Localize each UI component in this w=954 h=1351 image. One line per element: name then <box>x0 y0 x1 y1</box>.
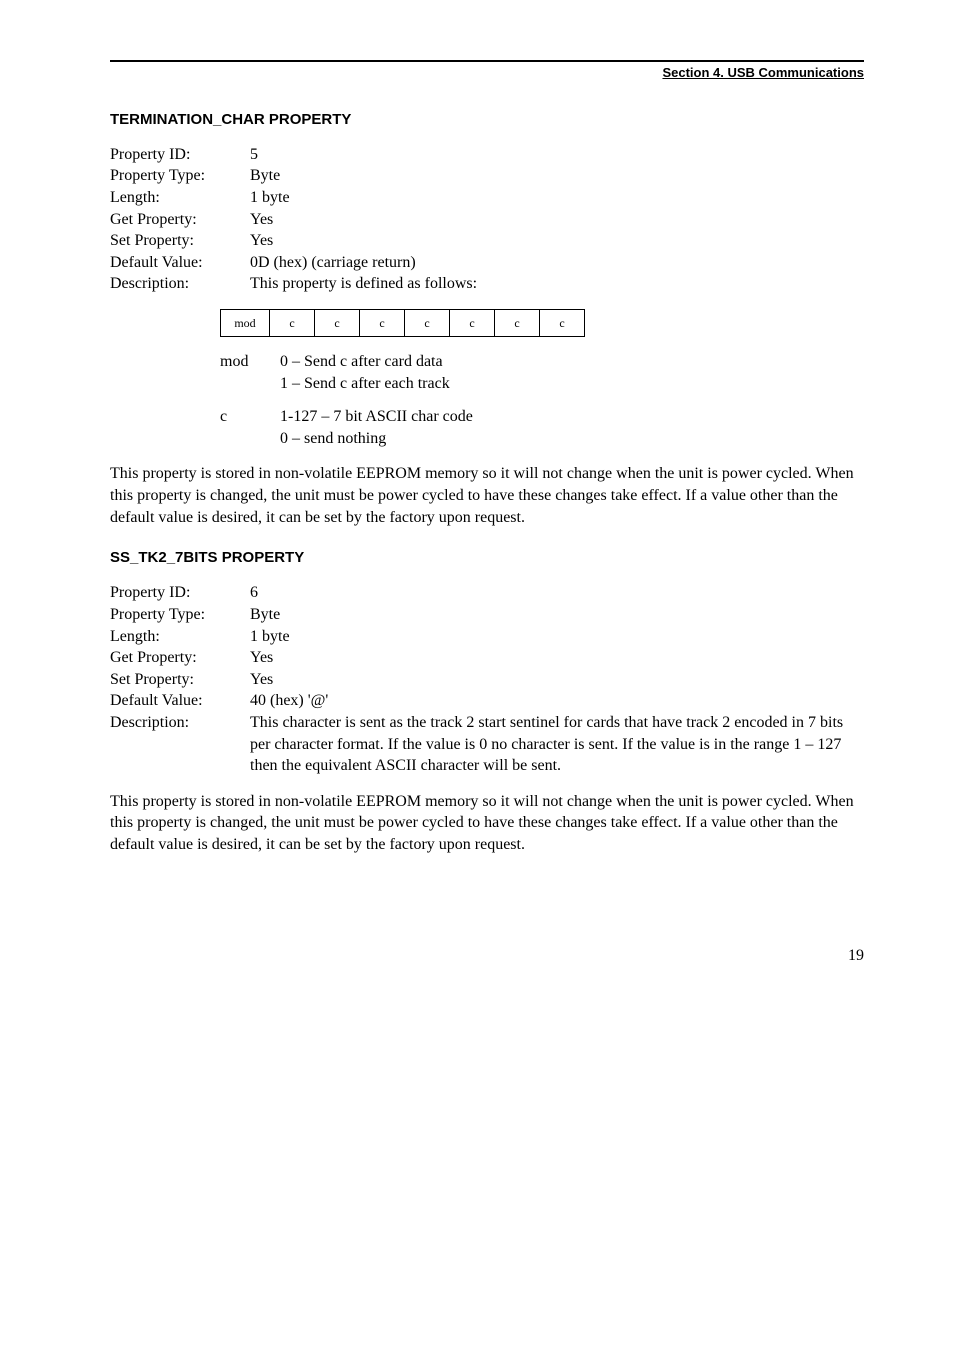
tc-row-default-value: Default Value: 0D (hex) (carriage return… <box>110 252 864 274</box>
legend-c-line2: 0 – send nothing <box>280 428 473 450</box>
legend-mod-line1: 0 – Send c after card data <box>280 351 450 373</box>
legend-c-values: 1-127 – 7 bit ASCII char code 0 – send n… <box>280 406 473 449</box>
legend-mod-row: mod 0 – Send c after card data 1 – Send … <box>220 351 864 394</box>
ss-row-set-property: Set Property: Yes <box>110 669 864 691</box>
ss-value-get-property: Yes <box>250 647 864 669</box>
bit-cell-c2: c <box>315 309 360 336</box>
tc-value-default-value: 0D (hex) (carriage return) <box>250 252 864 274</box>
tc-value-set-property: Yes <box>250 230 864 252</box>
tc-value-description: This property is defined as follows: <box>250 273 864 295</box>
bit-cell-c4: c <box>405 309 450 336</box>
tc-value-property-id: 5 <box>250 144 864 166</box>
ss-value-set-property: Yes <box>250 669 864 691</box>
ss-label-set-property: Set Property: <box>110 669 250 691</box>
header-section-label: Section 4. USB Communications <box>110 64 864 82</box>
tc-value-get-property: Yes <box>250 209 864 231</box>
legend-mod-label: mod <box>220 351 280 394</box>
bit-cell-c5: c <box>450 309 495 336</box>
termination-char-heading: TERMINATION_CHAR PROPERTY <box>110 110 864 130</box>
bit-legend: mod 0 – Send c after card data 1 – Send … <box>220 351 864 449</box>
ss-row-get-property: Get Property: Yes <box>110 647 864 669</box>
ss-value-default-value: 40 (hex) '@' <box>250 690 864 712</box>
tc-value-property-type: Byte <box>250 165 864 187</box>
ss-value-length: 1 byte <box>250 626 864 648</box>
legend-c-row: c 1-127 – 7 bit ASCII char code 0 – send… <box>220 406 864 449</box>
bit-layout-table: mod c c c c c c c <box>220 309 585 337</box>
tc-row-property-id: Property ID: 5 <box>110 144 864 166</box>
tc-label-default-value: Default Value: <box>110 252 250 274</box>
tc-label-get-property: Get Property: <box>110 209 250 231</box>
termination-char-paragraph: This property is stored in non-volatile … <box>110 463 864 528</box>
tc-row-length: Length: 1 byte <box>110 187 864 209</box>
bit-cell-mod: mod <box>221 309 270 336</box>
legend-c-line1: 1-127 – 7 bit ASCII char code <box>280 406 473 428</box>
tc-label-property-id: Property ID: <box>110 144 250 166</box>
ss-label-description: Description: <box>110 712 250 777</box>
ss-value-description: This character is sent as the track 2 st… <box>250 712 864 777</box>
legend-c-label: c <box>220 406 280 449</box>
bit-cell-c7: c <box>540 309 585 336</box>
ss-tk2-paragraph: This property is stored in non-volatile … <box>110 791 864 856</box>
ss-label-property-id: Property ID: <box>110 582 250 604</box>
bit-cell-c3: c <box>360 309 405 336</box>
ss-row-default-value: Default Value: 40 (hex) '@' <box>110 690 864 712</box>
tc-row-get-property: Get Property: Yes <box>110 209 864 231</box>
tc-row-property-type: Property Type: Byte <box>110 165 864 187</box>
ss-value-property-type: Byte <box>250 604 864 626</box>
tc-value-length: 1 byte <box>250 187 864 209</box>
bit-cell-c1: c <box>270 309 315 336</box>
page-number: 19 <box>110 945 864 967</box>
ss-label-get-property: Get Property: <box>110 647 250 669</box>
tc-label-property-type: Property Type: <box>110 165 250 187</box>
ss-label-length: Length: <box>110 626 250 648</box>
header-rule <box>110 60 864 62</box>
ss-value-property-id: 6 <box>250 582 864 604</box>
tc-row-description: Description: This property is defined as… <box>110 273 864 295</box>
tc-label-set-property: Set Property: <box>110 230 250 252</box>
tc-label-length: Length: <box>110 187 250 209</box>
ss-row-length: Length: 1 byte <box>110 626 864 648</box>
bit-cell-c6: c <box>495 309 540 336</box>
tc-label-description: Description: <box>110 273 250 295</box>
ss-row-description: Description: This character is sent as t… <box>110 712 864 777</box>
legend-mod-values: 0 – Send c after card data 1 – Send c af… <box>280 351 450 394</box>
ss-label-property-type: Property Type: <box>110 604 250 626</box>
ss-label-default-value: Default Value: <box>110 690 250 712</box>
legend-mod-line2: 1 – Send c after each track <box>280 373 450 395</box>
ss-tk2-heading: SS_TK2_7BITS PROPERTY <box>110 548 864 568</box>
ss-row-property-id: Property ID: 6 <box>110 582 864 604</box>
ss-row-property-type: Property Type: Byte <box>110 604 864 626</box>
tc-row-set-property: Set Property: Yes <box>110 230 864 252</box>
